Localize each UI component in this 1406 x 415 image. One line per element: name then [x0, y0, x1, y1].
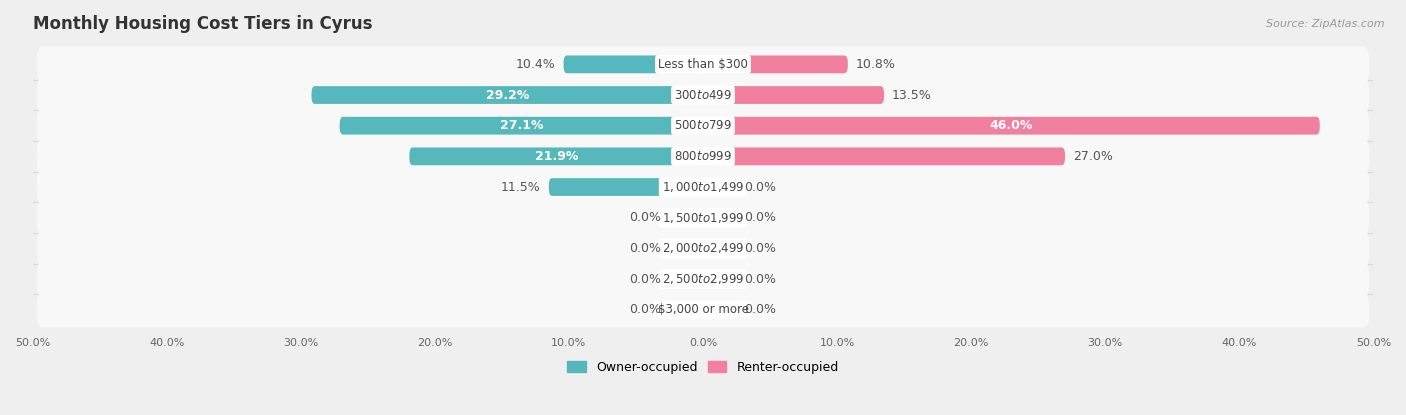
FancyBboxPatch shape: [340, 117, 703, 134]
Text: $3,000 or more: $3,000 or more: [658, 303, 748, 316]
FancyBboxPatch shape: [37, 139, 1369, 174]
FancyBboxPatch shape: [703, 147, 1064, 165]
FancyBboxPatch shape: [703, 209, 737, 227]
FancyBboxPatch shape: [37, 292, 1369, 327]
Text: 13.5%: 13.5%: [891, 88, 932, 102]
FancyBboxPatch shape: [312, 86, 703, 104]
Text: Source: ZipAtlas.com: Source: ZipAtlas.com: [1267, 19, 1385, 29]
FancyBboxPatch shape: [37, 231, 1369, 266]
Text: 0.0%: 0.0%: [630, 242, 661, 255]
Text: 27.0%: 27.0%: [1073, 150, 1114, 163]
FancyBboxPatch shape: [669, 239, 703, 257]
FancyBboxPatch shape: [703, 301, 737, 319]
Legend: Owner-occupied, Renter-occupied: Owner-occupied, Renter-occupied: [568, 361, 838, 374]
FancyBboxPatch shape: [37, 261, 1369, 297]
FancyBboxPatch shape: [669, 270, 703, 288]
FancyBboxPatch shape: [37, 169, 1369, 205]
FancyBboxPatch shape: [37, 77, 1369, 113]
Text: $500 to $799: $500 to $799: [673, 119, 733, 132]
Text: 21.9%: 21.9%: [534, 150, 578, 163]
Text: 11.5%: 11.5%: [501, 181, 541, 193]
Text: $300 to $499: $300 to $499: [673, 88, 733, 102]
FancyBboxPatch shape: [37, 200, 1369, 235]
FancyBboxPatch shape: [669, 301, 703, 319]
Text: 0.0%: 0.0%: [630, 303, 661, 316]
Text: 0.0%: 0.0%: [745, 242, 776, 255]
FancyBboxPatch shape: [703, 270, 737, 288]
Text: $1,500 to $1,999: $1,500 to $1,999: [662, 211, 744, 225]
Text: $1,000 to $1,499: $1,000 to $1,499: [662, 180, 744, 194]
FancyBboxPatch shape: [669, 209, 703, 227]
Text: $800 to $999: $800 to $999: [673, 150, 733, 163]
Text: 0.0%: 0.0%: [630, 211, 661, 224]
Text: 29.2%: 29.2%: [485, 88, 529, 102]
Text: $2,000 to $2,499: $2,000 to $2,499: [662, 242, 744, 255]
Text: 10.8%: 10.8%: [856, 58, 896, 71]
FancyBboxPatch shape: [37, 108, 1369, 144]
FancyBboxPatch shape: [703, 178, 737, 196]
FancyBboxPatch shape: [703, 56, 848, 73]
Text: 46.0%: 46.0%: [990, 119, 1033, 132]
Text: 0.0%: 0.0%: [745, 303, 776, 316]
FancyBboxPatch shape: [703, 117, 1320, 134]
FancyBboxPatch shape: [409, 147, 703, 165]
FancyBboxPatch shape: [703, 86, 884, 104]
Text: 27.1%: 27.1%: [499, 119, 543, 132]
Text: $2,500 to $2,999: $2,500 to $2,999: [662, 272, 744, 286]
Text: Monthly Housing Cost Tiers in Cyrus: Monthly Housing Cost Tiers in Cyrus: [32, 15, 373, 33]
FancyBboxPatch shape: [548, 178, 703, 196]
Text: 0.0%: 0.0%: [745, 273, 776, 286]
FancyBboxPatch shape: [37, 46, 1369, 82]
Text: 0.0%: 0.0%: [745, 211, 776, 224]
FancyBboxPatch shape: [564, 56, 703, 73]
Text: 10.4%: 10.4%: [516, 58, 555, 71]
Text: 0.0%: 0.0%: [745, 181, 776, 193]
Text: 0.0%: 0.0%: [630, 273, 661, 286]
Text: Less than $300: Less than $300: [658, 58, 748, 71]
FancyBboxPatch shape: [703, 239, 737, 257]
